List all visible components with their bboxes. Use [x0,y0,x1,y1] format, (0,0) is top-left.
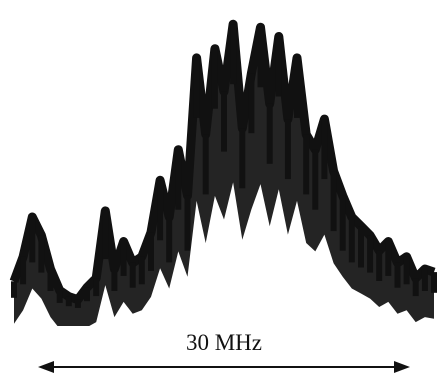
spectrum-point [321,119,328,180]
spectrum-point [175,149,182,210]
spectrum-point [102,210,109,260]
spectrum-point [330,171,337,232]
spectrum-point [138,256,145,285]
spectrum-point [84,287,90,302]
spectrum-point [211,48,218,109]
spectrum-point [129,262,136,288]
spectrum-point [376,250,383,281]
spectrum-point [284,119,291,180]
spectrum-point [339,195,346,251]
spectrum-point [257,27,264,88]
scale-arrow-left-head [38,361,54,373]
spectrum-point [303,134,310,195]
spectrum-point [184,195,191,251]
spectrum-point [47,269,54,291]
spectrum-point [230,24,237,85]
spectrum-point [348,217,355,263]
spectrum-point [166,217,173,263]
scale-arrow [38,361,410,373]
spectrum-point [38,235,45,273]
spectrum-point [120,241,127,276]
spectrum-point [20,256,27,285]
spectrum-point [202,134,209,195]
spectrum-point [266,103,273,164]
scale-label: 30 MHz [186,330,262,355]
spectrum-point [56,290,63,303]
spectrum-point [385,241,392,276]
spectrum-point [74,299,81,308]
spectrum-point [312,149,319,210]
spectrum-point [148,232,154,271]
spectrum-point [221,91,227,152]
spectrum-inner-clear [14,182,434,358]
spectrum-point [29,217,36,263]
spectrum-point [248,73,255,134]
spectrum-point [431,272,437,293]
spectrum-point [412,278,419,297]
spectrum-point [111,269,118,291]
spectrum-point [294,57,300,118]
spectrum-point [394,262,401,288]
scale-arrow-right-head [394,361,410,373]
spectrum-point [11,281,17,298]
spectrum-point [157,180,164,241]
spectrum-point [93,278,100,297]
spectrum-point [193,57,200,118]
spectrum-point [275,36,282,97]
spectrum-point [358,226,364,268]
spectrum-point [239,128,246,189]
spectrum-point [403,256,410,285]
spectrum-point [421,269,428,291]
spectrum-point [367,235,374,273]
spectrum-trace-layer [9,19,437,358]
spectrum-point [65,296,72,307]
